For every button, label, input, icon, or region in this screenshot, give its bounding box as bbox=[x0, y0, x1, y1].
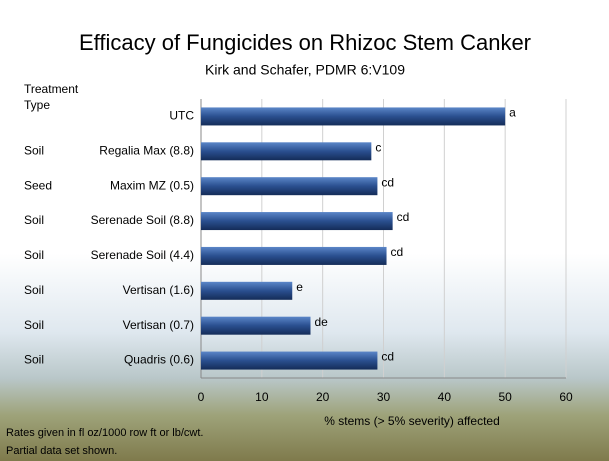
slide: Efficacy of Fungicides on Rhizoc Stem Ca… bbox=[0, 0, 609, 461]
bar bbox=[201, 212, 393, 230]
treatment-type: Seed bbox=[24, 178, 52, 192]
treatment-header: Type bbox=[24, 98, 50, 112]
significance-letter: cd bbox=[397, 210, 410, 224]
y-tick-label: UTC bbox=[169, 109, 194, 123]
significance-letter: cd bbox=[381, 175, 394, 189]
y-tick-label: Serenade Soil (8.8) bbox=[91, 213, 194, 227]
bar bbox=[201, 247, 387, 265]
y-tick-label: Serenade Soil (4.4) bbox=[91, 248, 194, 262]
treatment-type: Soil bbox=[24, 353, 44, 367]
bar bbox=[201, 107, 505, 125]
treatment-type: Soil bbox=[24, 143, 44, 157]
bar bbox=[201, 352, 377, 370]
treatment-type: Soil bbox=[24, 318, 44, 332]
y-tick-label: Quadris (0.6) bbox=[124, 353, 194, 367]
footnote: Rates given in fl oz/1000 row ft or lb/c… bbox=[6, 427, 203, 439]
chart-subtitle: Kirk and Schafer, PDMR 6:V109 bbox=[205, 62, 405, 78]
bar bbox=[201, 142, 371, 160]
significance-letter: a bbox=[509, 106, 516, 120]
significance-letter: e bbox=[296, 280, 303, 294]
x-tick-label: 40 bbox=[438, 390, 452, 404]
x-tick-label: 0 bbox=[198, 390, 205, 404]
bar bbox=[201, 177, 377, 195]
x-tick-label: 50 bbox=[498, 390, 512, 404]
x-axis-label: % stems (> 5% severity) affected bbox=[324, 414, 500, 428]
x-tick-label: 10 bbox=[255, 390, 269, 404]
significance-letter: cd bbox=[391, 245, 404, 259]
y-tick-label: Regalia Max (8.8) bbox=[99, 143, 194, 157]
y-tick-label: Vertisan (0.7) bbox=[123, 318, 194, 332]
x-tick-label: 20 bbox=[316, 390, 330, 404]
significance-letter: cd bbox=[381, 350, 394, 364]
chart-title: Efficacy of Fungicides on Rhizoc Stem Ca… bbox=[79, 30, 531, 55]
bar bbox=[201, 282, 292, 300]
bar bbox=[201, 317, 311, 335]
significance-letter: de bbox=[315, 315, 329, 329]
footnote: Partial data set shown. bbox=[6, 445, 117, 457]
treatment-type: Soil bbox=[24, 248, 44, 262]
treatment-type: Soil bbox=[24, 283, 44, 297]
y-tick-label: Vertisan (1.6) bbox=[123, 283, 194, 297]
treatment-header: Treatment bbox=[24, 82, 79, 96]
y-tick-label: Maxim MZ (0.5) bbox=[110, 178, 194, 192]
x-tick-label: 30 bbox=[377, 390, 391, 404]
x-tick-label: 60 bbox=[559, 390, 573, 404]
significance-letter: c bbox=[375, 140, 381, 154]
treatment-type: Soil bbox=[24, 213, 44, 227]
